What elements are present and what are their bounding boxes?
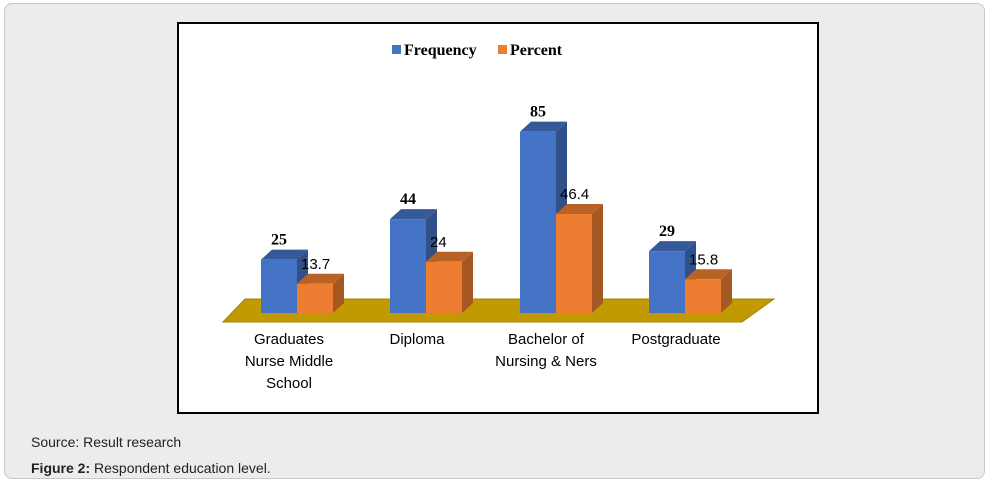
bar-side-percent-1	[462, 251, 473, 313]
data-label-percent-2: 46.4	[560, 186, 589, 203]
bar-top-frequency-0	[261, 249, 308, 260]
x-tick-label-2: Bachelor of	[508, 331, 585, 348]
x-tick-label-1: Diploma	[389, 331, 445, 348]
bar-frequency-2	[520, 131, 556, 313]
source-caption: Source: Result research	[31, 434, 182, 450]
bar-percent-3	[685, 279, 721, 313]
bar-frequency-3	[649, 251, 685, 313]
legend-label-frequency: Frequency	[404, 42, 477, 59]
bar-percent-1	[426, 261, 462, 313]
bar-side-percent-0	[333, 273, 344, 313]
bar-frequency-0	[261, 259, 297, 313]
bar-top-percent-3	[685, 269, 732, 280]
chart-frame: 25 44 85 29 13.7 24 46.4 15.8 Graduates Nurse Mid…	[177, 22, 819, 414]
bar-top-frequency-3	[649, 241, 696, 252]
data-label-percent-3: 15.8	[689, 251, 718, 268]
figure-text: Respondent education level.	[94, 460, 271, 476]
bar-top-percent-2	[556, 204, 603, 215]
bar-top-percent-0	[297, 273, 344, 284]
bar-top-percent-1	[426, 251, 473, 262]
bar-top-frequency-1	[390, 209, 437, 220]
x-tick-label-0: Graduates	[254, 331, 324, 348]
data-label-frequency-0: 25	[271, 232, 287, 249]
bar-side-percent-2	[592, 204, 603, 313]
data-label-percent-1: 24	[430, 234, 447, 251]
legend-swatch-percent	[498, 45, 507, 54]
data-label-frequency-2: 85	[530, 104, 546, 121]
bar-percent-0	[297, 283, 333, 313]
bar-side-percent-3	[721, 269, 732, 313]
bar-percent-2	[556, 214, 592, 313]
legend-swatch-frequency	[392, 45, 401, 54]
x-tick-label-0: Nurse Middle	[245, 353, 333, 370]
bar-frequency-1	[390, 219, 426, 313]
legend-label-percent: Percent	[510, 42, 563, 59]
bar-chart: 25 44 85 29 13.7 24 46.4 15.8 Graduates Nurse Mid…	[221, 42, 776, 392]
data-label-frequency-3: 29	[659, 223, 675, 240]
data-label-frequency-1: 44	[400, 191, 416, 208]
bar-top-frequency-2	[520, 121, 567, 132]
figure-caption: Figure 2: Respondent education level.	[31, 460, 271, 476]
figure-label: Figure 2:	[31, 460, 91, 476]
x-tick-label-0: School	[266, 375, 312, 392]
x-tick-label-3: Postgraduate	[631, 331, 720, 348]
x-tick-label-2: Nursing & Ners	[495, 353, 597, 370]
data-label-percent-0: 13.7	[301, 256, 330, 273]
figure-card: 25 44 85 29 13.7 24 46.4 15.8 Graduates Nurse Mid…	[4, 3, 985, 479]
